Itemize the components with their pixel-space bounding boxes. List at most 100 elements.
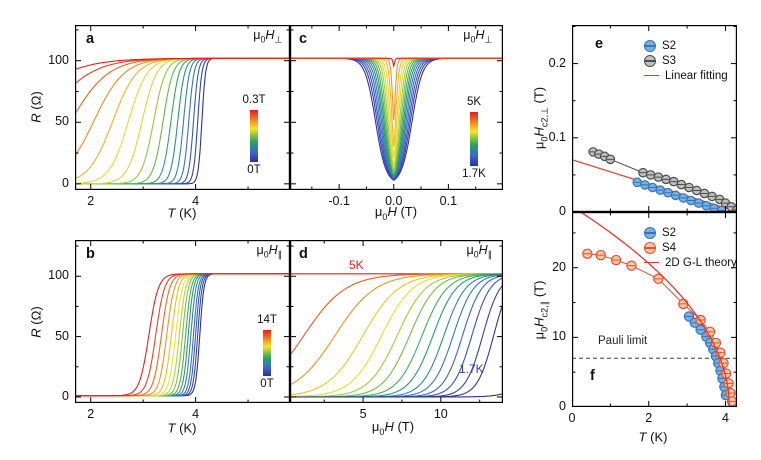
tick-label: 0 [559,399,566,413]
rt-curve [75,57,290,185]
panel-a-xaxis-title: T (K) [167,205,197,221]
tick-label: 100 [48,268,69,283]
tick-label: 4 [192,407,200,421]
panel-e-plot-area [572,147,737,212]
panel-d-1p7k-annotation: 1.7K [459,362,484,376]
panel-b-axes [75,240,290,403]
s2-marker-icon [644,226,656,239]
legend-label: 2D G-L theory [665,256,737,269]
tick-label: 10 [552,329,566,344]
rt-curve [75,57,290,185]
tick-label: 0 [568,411,576,425]
panel-b-xaxis-title: T (K) [167,420,197,436]
colorbar-c-max-label: 5K [466,96,482,108]
panel-e-legend: S2 S3 Linear fitting [644,38,728,83]
legend-item-s3: S3 [644,53,728,68]
panel-f-letter: f [590,368,595,384]
gl-theory-curve [580,212,730,407]
tick-label: -0.1 [328,194,350,208]
axis-box [572,212,737,407]
panel-d-letter: d [299,246,308,262]
rt-curve [75,57,290,185]
rise-curve [290,393,503,398]
rt-curve [75,57,290,185]
panel-f-canvas [572,212,737,407]
panel-d-canvas [290,240,503,403]
tick-label: 0 [62,175,69,190]
tick-label: 5 [359,407,367,421]
legend-item-s2: S2 [644,38,728,53]
s4-marker-icon [644,241,656,254]
panel-c-xaxis-title: μ0H (T) [374,204,418,222]
panel-b-canvas [75,240,290,403]
rt-curve [75,273,290,397]
tick-label: 0.0 [385,194,403,208]
axis-box [290,25,503,190]
legend-label: S4 [662,241,677,254]
panel-c-field-label: μ0H⊥ [463,28,492,45]
panel-e-canvas [572,25,737,212]
panel-d-plot-area [290,273,503,398]
rt-curve [75,57,290,179]
tick-label: 20 [552,259,566,274]
tick-label: 2 [87,407,95,421]
panel-c-canvas [290,25,503,190]
rise-curve [290,273,503,356]
tick-label: 0.1 [548,129,566,144]
tick-label: 0.2 [548,55,566,70]
legend-label: S3 [662,54,677,67]
legend-item-s2: S2 [644,225,737,240]
panel-c-letter: c [299,31,308,47]
colorbar-b-min-label: 0T [260,378,274,390]
panel-c-plot-area [290,57,503,181]
panel-d-axes [290,240,503,403]
axis-box [75,240,290,403]
rise-curve [290,284,503,398]
panel-b-field-label: μ0H∥ [256,243,282,260]
rt-curve [75,57,290,70]
panel-a-field-label: μ0H⊥ [253,28,282,45]
tick-label: 50 [55,328,69,343]
panel-a-letter: a [86,31,95,47]
s2-marker-icon [644,39,656,52]
panel-d-field-label: μ0H∥ [466,243,492,260]
rise-curve [290,273,503,398]
rt-curve [75,57,290,185]
legend-item-s4: S4 [644,240,737,255]
colorbar-c [470,112,478,166]
rt-curve [75,273,290,397]
tick-label: 2 [645,411,653,425]
rt-curve [75,57,290,156]
colorbar-a-max-label: 0.3T [242,94,266,106]
dip-curve [290,57,503,68]
panel-f-plot-area [572,212,737,407]
colorbar-b-max-label: 14T [257,314,277,326]
rt-curve [75,57,290,185]
panel-e-letter: e [595,36,604,52]
colorbar-a [250,110,258,162]
tick-label: 4 [722,411,729,425]
tick-label: 0.1 [439,194,458,208]
rt-curve [75,57,290,185]
axis-box [290,240,503,403]
legend-label: S2 [662,39,677,52]
panel-f-axes [572,212,737,407]
axis-box [572,25,737,212]
tick-label: 50 [55,114,69,129]
red-line-icon [644,75,659,76]
tick-label: 4 [192,194,200,208]
tick-label: 100 [48,52,69,67]
axis-box [75,25,290,190]
tick-label: 0 [62,388,69,403]
panel-f-legend: S2 S4 2D G-L theory [644,225,737,270]
legend-label: S2 [662,226,677,239]
legend-item-linear-fitting: Linear fitting [644,68,728,83]
panel-d-5k-annotation: 5K [349,258,364,272]
tick-label: 2 [87,194,95,208]
tick-label: 10 [433,407,448,421]
rt-curve [75,57,290,185]
red-line-icon [644,262,659,263]
s3-marker-icon [644,54,656,67]
panel-f-pauli-limit-label: Pauli limit [598,335,648,347]
panel-b-letter: b [86,246,95,262]
